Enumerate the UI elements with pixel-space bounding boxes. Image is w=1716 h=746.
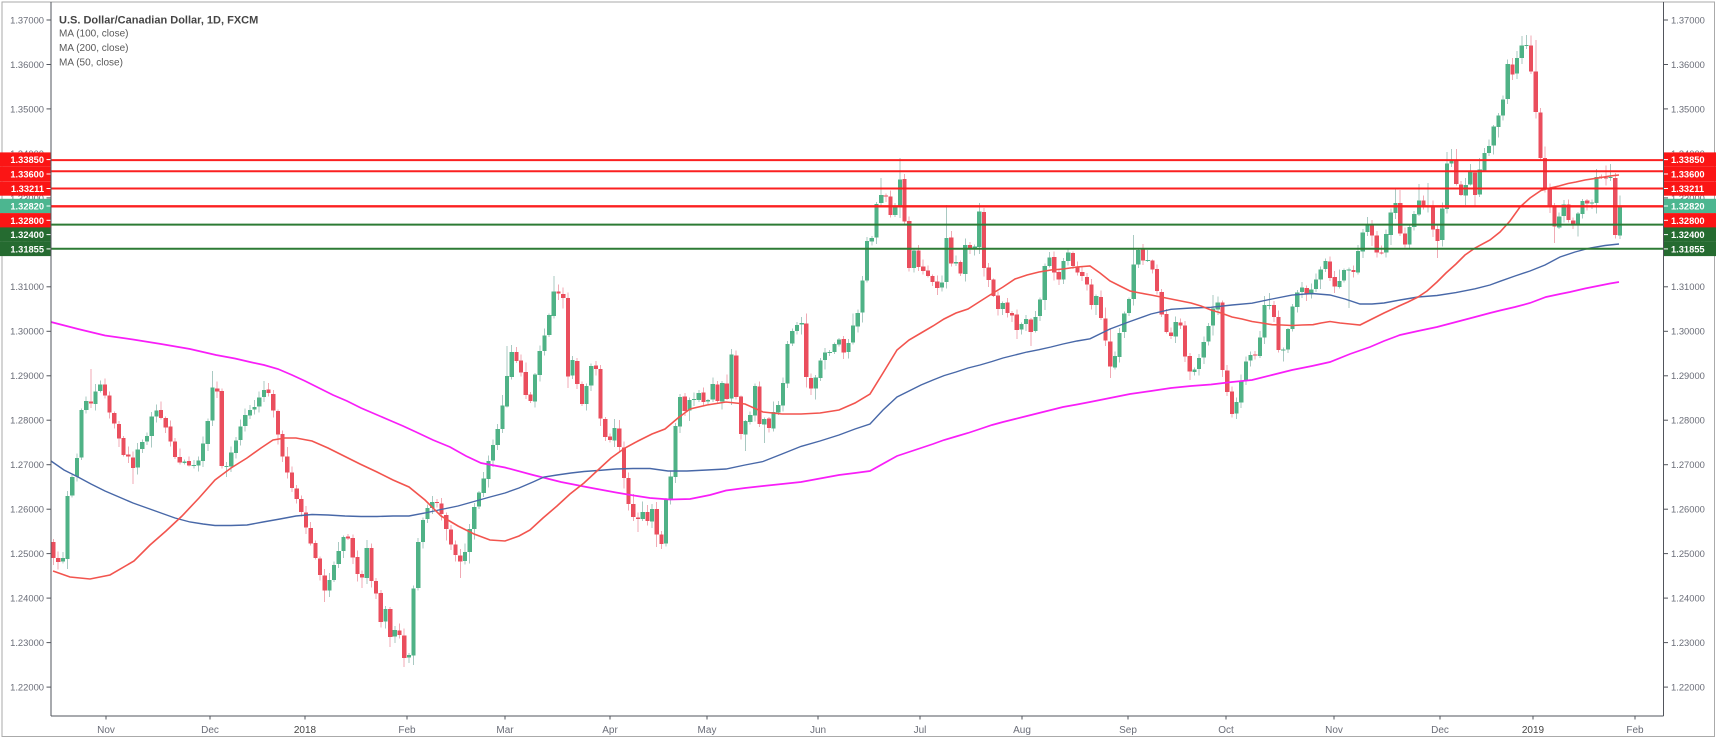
svg-text:Mar: Mar	[496, 725, 514, 736]
svg-text:1.32800: 1.32800	[1671, 216, 1705, 226]
svg-text:1.35000: 1.35000	[10, 103, 44, 114]
svg-text:Feb: Feb	[398, 725, 416, 736]
svg-text:1.36000: 1.36000	[10, 59, 44, 70]
svg-text:1.30000: 1.30000	[10, 326, 44, 337]
svg-text:1.27000: 1.27000	[10, 459, 44, 470]
svg-text:1.33600: 1.33600	[10, 170, 44, 180]
svg-text:Sep: Sep	[1119, 725, 1137, 736]
svg-text:1.33850: 1.33850	[1671, 155, 1705, 165]
svg-text:1.25000: 1.25000	[1671, 548, 1705, 559]
svg-text:1.31000: 1.31000	[10, 281, 44, 292]
svg-text:Apr: Apr	[602, 725, 618, 736]
svg-text:1.27000: 1.27000	[1671, 459, 1705, 470]
svg-text:1.29000: 1.29000	[1671, 370, 1705, 381]
svg-text:2019: 2019	[1522, 725, 1545, 736]
svg-text:1.33000: 1.33000	[10, 192, 44, 203]
svg-text:1.25000: 1.25000	[10, 548, 44, 559]
svg-text:1.32820: 1.32820	[1671, 202, 1705, 212]
svg-text:2018: 2018	[294, 725, 317, 736]
svg-text:1.24000: 1.24000	[1671, 593, 1705, 604]
svg-text:1.32400: 1.32400	[10, 230, 44, 240]
svg-text:1.32820: 1.32820	[10, 202, 44, 212]
svg-text:1.26000: 1.26000	[1671, 504, 1705, 515]
svg-text:Jun: Jun	[810, 725, 826, 736]
svg-text:1.33000: 1.33000	[1671, 192, 1705, 203]
svg-text:1.33600: 1.33600	[1671, 170, 1705, 180]
svg-text:1.33211: 1.33211	[1671, 184, 1704, 194]
svg-text:1.22000: 1.22000	[10, 682, 44, 693]
svg-text:1.22000: 1.22000	[1671, 682, 1705, 693]
svg-text:U.S. Dollar/Canadian Dollar, 1: U.S. Dollar/Canadian Dollar, 1D, FXCM	[59, 15, 258, 27]
svg-text:1.33211: 1.33211	[11, 184, 44, 194]
svg-text:1.23000: 1.23000	[1671, 637, 1705, 648]
svg-text:MA (50, close): MA (50, close)	[59, 58, 123, 69]
svg-text:1.31855: 1.31855	[1671, 245, 1705, 255]
svg-text:1.30000: 1.30000	[1671, 326, 1705, 337]
svg-text:1.37000: 1.37000	[1671, 14, 1705, 25]
svg-text:Aug: Aug	[1013, 725, 1031, 736]
svg-text:1.35000: 1.35000	[1671, 103, 1705, 114]
svg-text:MA (200, close): MA (200, close)	[59, 43, 128, 54]
svg-text:MA (100, close): MA (100, close)	[59, 29, 128, 40]
svg-text:1.33850: 1.33850	[10, 155, 44, 165]
svg-text:1.24000: 1.24000	[10, 593, 44, 604]
svg-text:Jul: Jul	[914, 725, 927, 736]
svg-text:1.32800: 1.32800	[10, 216, 44, 226]
svg-text:Feb: Feb	[1626, 725, 1644, 736]
svg-text:1.23000: 1.23000	[10, 637, 44, 648]
svg-text:Dec: Dec	[1431, 725, 1449, 736]
svg-text:1.31000: 1.31000	[1671, 281, 1705, 292]
svg-text:1.29000: 1.29000	[10, 370, 44, 381]
svg-text:Nov: Nov	[97, 725, 115, 736]
svg-text:Nov: Nov	[1325, 725, 1343, 736]
svg-text:1.28000: 1.28000	[1671, 415, 1705, 426]
svg-text:1.37000: 1.37000	[10, 14, 44, 25]
svg-text:1.28000: 1.28000	[10, 415, 44, 426]
svg-text:1.32400: 1.32400	[1671, 230, 1705, 240]
svg-text:May: May	[698, 725, 717, 736]
svg-text:Dec: Dec	[201, 725, 219, 736]
svg-text:1.31855: 1.31855	[10, 245, 44, 255]
svg-text:1.26000: 1.26000	[10, 504, 44, 515]
svg-text:Oct: Oct	[1218, 725, 1234, 736]
svg-text:1.36000: 1.36000	[1671, 59, 1705, 70]
